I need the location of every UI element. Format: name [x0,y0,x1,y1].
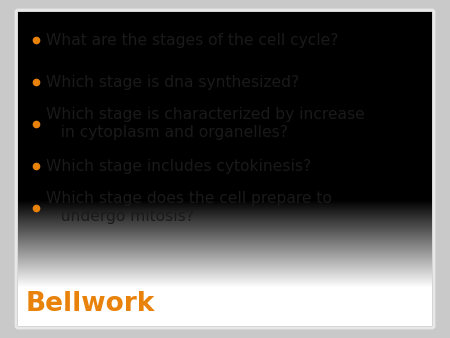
Text: What are the stages of the cell cycle?: What are the stages of the cell cycle? [46,32,338,48]
Text: Which stage includes cytokinesis?: Which stage includes cytokinesis? [46,159,311,173]
Text: Which stage is dna synthesized?: Which stage is dna synthesized? [46,74,299,90]
Text: Which stage is characterized by increase
   in cytoplasm and organelles?: Which stage is characterized by increase… [46,107,365,141]
Text: Bellwork: Bellwork [26,291,155,317]
Text: Which stage does the cell prepare to
   undergo mitosis?: Which stage does the cell prepare to und… [46,192,332,224]
